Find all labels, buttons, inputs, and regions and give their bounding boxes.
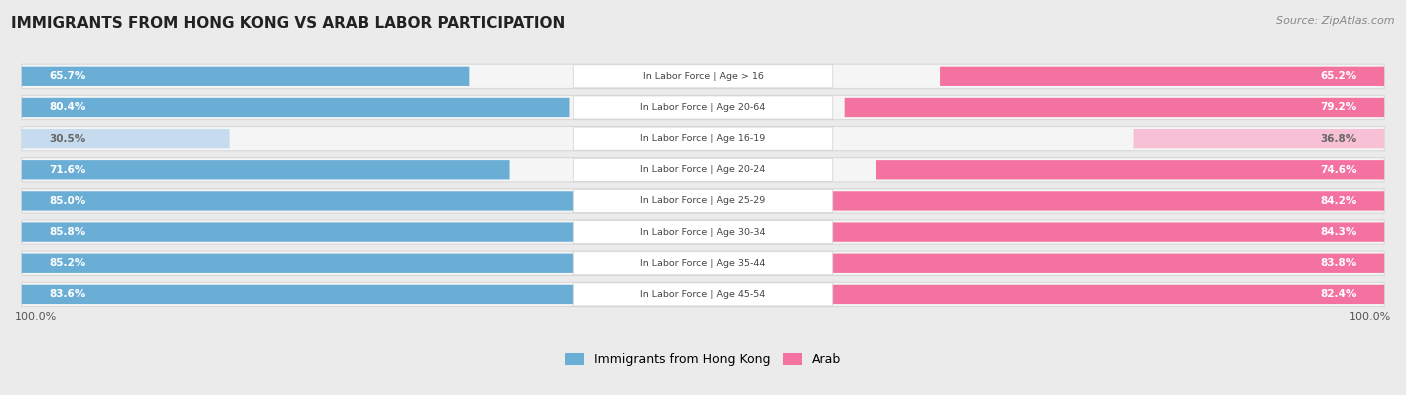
FancyBboxPatch shape bbox=[22, 129, 229, 148]
Text: 85.2%: 85.2% bbox=[49, 258, 86, 268]
FancyBboxPatch shape bbox=[823, 285, 1384, 304]
FancyBboxPatch shape bbox=[574, 220, 832, 244]
FancyBboxPatch shape bbox=[574, 283, 832, 306]
Text: In Labor Force | Age 25-29: In Labor Force | Age 25-29 bbox=[640, 196, 766, 205]
FancyBboxPatch shape bbox=[876, 160, 1384, 179]
FancyBboxPatch shape bbox=[22, 160, 509, 179]
FancyBboxPatch shape bbox=[22, 282, 1384, 307]
Text: 85.8%: 85.8% bbox=[49, 227, 86, 237]
FancyBboxPatch shape bbox=[22, 254, 602, 273]
Text: 36.8%: 36.8% bbox=[1320, 134, 1357, 144]
Text: 74.6%: 74.6% bbox=[1320, 165, 1357, 175]
Text: 83.8%: 83.8% bbox=[1320, 258, 1357, 268]
Text: 84.3%: 84.3% bbox=[1320, 227, 1357, 237]
Text: 30.5%: 30.5% bbox=[49, 134, 86, 144]
FancyBboxPatch shape bbox=[574, 96, 832, 119]
FancyBboxPatch shape bbox=[22, 220, 1384, 244]
FancyBboxPatch shape bbox=[22, 285, 592, 304]
Text: 84.2%: 84.2% bbox=[1320, 196, 1357, 206]
Text: 82.4%: 82.4% bbox=[1320, 290, 1357, 299]
FancyBboxPatch shape bbox=[574, 65, 832, 88]
Text: In Labor Force | Age 35-44: In Labor Force | Age 35-44 bbox=[640, 259, 766, 268]
Text: 100.0%: 100.0% bbox=[15, 312, 58, 322]
FancyBboxPatch shape bbox=[22, 98, 569, 117]
Text: IMMIGRANTS FROM HONG KONG VS ARAB LABOR PARTICIPATION: IMMIGRANTS FROM HONG KONG VS ARAB LABOR … bbox=[11, 16, 565, 31]
FancyBboxPatch shape bbox=[22, 95, 1384, 120]
Text: 85.0%: 85.0% bbox=[49, 196, 86, 206]
FancyBboxPatch shape bbox=[22, 189, 1384, 213]
FancyBboxPatch shape bbox=[574, 252, 832, 275]
Text: 79.2%: 79.2% bbox=[1320, 102, 1357, 113]
Text: 80.4%: 80.4% bbox=[49, 102, 86, 113]
FancyBboxPatch shape bbox=[810, 222, 1384, 242]
FancyBboxPatch shape bbox=[22, 64, 1384, 88]
FancyBboxPatch shape bbox=[811, 191, 1384, 211]
FancyBboxPatch shape bbox=[22, 67, 470, 86]
FancyBboxPatch shape bbox=[22, 251, 1384, 275]
Text: In Labor Force | Age 30-34: In Labor Force | Age 30-34 bbox=[640, 228, 766, 237]
Text: In Labor Force | Age > 16: In Labor Force | Age > 16 bbox=[643, 72, 763, 81]
FancyBboxPatch shape bbox=[1133, 129, 1384, 148]
FancyBboxPatch shape bbox=[22, 191, 600, 211]
FancyBboxPatch shape bbox=[22, 222, 606, 242]
Text: 65.7%: 65.7% bbox=[49, 71, 86, 81]
Text: 71.6%: 71.6% bbox=[49, 165, 86, 175]
Text: In Labor Force | Age 20-64: In Labor Force | Age 20-64 bbox=[640, 103, 766, 112]
Text: 100.0%: 100.0% bbox=[1348, 312, 1391, 322]
FancyBboxPatch shape bbox=[574, 127, 832, 150]
Text: Source: ZipAtlas.com: Source: ZipAtlas.com bbox=[1277, 16, 1395, 26]
Text: In Labor Force | Age 45-54: In Labor Force | Age 45-54 bbox=[640, 290, 766, 299]
FancyBboxPatch shape bbox=[574, 190, 832, 213]
FancyBboxPatch shape bbox=[22, 158, 1384, 182]
Text: In Labor Force | Age 20-24: In Labor Force | Age 20-24 bbox=[640, 165, 766, 174]
FancyBboxPatch shape bbox=[845, 98, 1384, 117]
FancyBboxPatch shape bbox=[813, 254, 1384, 273]
Legend: Immigrants from Hong Kong, Arab: Immigrants from Hong Kong, Arab bbox=[560, 348, 846, 371]
Text: 83.6%: 83.6% bbox=[49, 290, 86, 299]
Text: In Labor Force | Age 16-19: In Labor Force | Age 16-19 bbox=[640, 134, 766, 143]
FancyBboxPatch shape bbox=[941, 67, 1384, 86]
FancyBboxPatch shape bbox=[574, 158, 832, 181]
Text: 65.2%: 65.2% bbox=[1320, 71, 1357, 81]
FancyBboxPatch shape bbox=[22, 126, 1384, 151]
